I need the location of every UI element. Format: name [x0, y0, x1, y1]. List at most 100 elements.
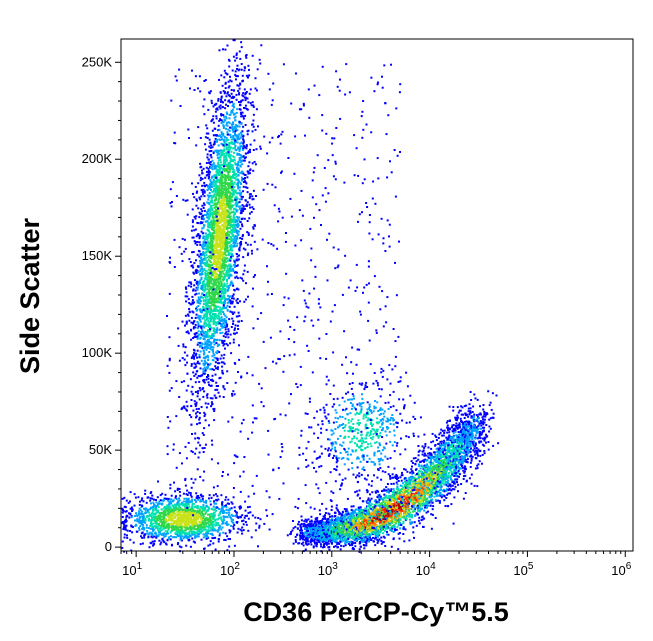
- event-point: [229, 333, 232, 336]
- event-point: [213, 272, 216, 275]
- event-point: [198, 416, 201, 419]
- event-point: [253, 160, 256, 163]
- event-point: [243, 69, 246, 72]
- event-point: [206, 284, 209, 286]
- event-point: [212, 266, 215, 269]
- event-point: [216, 230, 219, 233]
- event-point: [207, 381, 210, 384]
- event-point: [217, 540, 220, 543]
- event-point: [209, 221, 212, 224]
- event-point: [226, 232, 229, 234]
- event-point: [252, 189, 255, 192]
- event-point: [229, 205, 232, 208]
- event-point: [232, 338, 235, 341]
- event-point: [144, 518, 147, 520]
- event-point: [211, 241, 213, 243]
- event-point: [193, 284, 196, 287]
- event-point: [188, 513, 191, 516]
- event-point: [215, 284, 218, 287]
- event-point: [234, 190, 237, 193]
- event-point: [215, 281, 218, 284]
- event-point: [195, 408, 198, 411]
- event-point: [178, 503, 181, 506]
- event-point: [210, 280, 213, 283]
- event-point: [210, 181, 213, 184]
- event-point: [218, 517, 220, 520]
- event-point: [254, 87, 257, 90]
- event-point: [178, 514, 181, 516]
- event-point: [217, 144, 220, 147]
- event-point: [213, 278, 216, 281]
- event-point: [222, 335, 225, 338]
- event-point: [227, 230, 230, 233]
- event-point: [199, 367, 202, 370]
- event-point: [194, 316, 197, 319]
- event-point: [171, 504, 174, 507]
- event-point: [167, 537, 170, 540]
- event-point: [211, 355, 214, 358]
- event-point: [228, 142, 231, 145]
- event-point: [247, 101, 250, 104]
- event-point: [202, 202, 205, 205]
- event-point: [217, 274, 220, 277]
- event-point: [215, 278, 218, 281]
- event-point: [226, 535, 229, 538]
- event-point: [207, 250, 210, 253]
- event-point: [222, 223, 224, 226]
- event-point: [207, 187, 210, 190]
- event-point: [246, 270, 249, 273]
- event-point: [212, 238, 215, 241]
- event-point: [223, 263, 226, 266]
- event-point: [169, 522, 172, 525]
- event-point: [204, 367, 207, 370]
- event-point: [238, 101, 240, 103]
- event-point: [122, 528, 125, 530]
- event-point: [327, 413, 330, 416]
- event-point: [169, 511, 172, 514]
- event-point: [216, 278, 219, 281]
- event-point: [159, 529, 162, 532]
- event-point: [204, 258, 207, 261]
- event-point: [224, 186, 227, 189]
- event-point: [249, 88, 252, 91]
- event-point: [212, 294, 215, 297]
- event-point: [215, 190, 218, 193]
- event-point: [206, 288, 209, 291]
- event-point: [232, 189, 235, 192]
- event-point: [211, 532, 213, 535]
- event-point: [147, 509, 150, 511]
- event-point: [237, 328, 240, 330]
- event-point: [188, 258, 191, 261]
- event-point: [174, 522, 177, 525]
- event-point: [220, 74, 223, 77]
- event-point: [203, 191, 206, 194]
- event-point: [223, 273, 226, 276]
- event-point: [207, 513, 210, 516]
- event-point: [227, 301, 230, 304]
- event-point: [225, 506, 228, 509]
- event-point: [199, 296, 202, 299]
- event-point: [207, 108, 210, 111]
- event-point: [221, 263, 224, 266]
- event-point: [190, 521, 193, 524]
- event-point: [224, 324, 227, 327]
- event-point: [360, 473, 363, 476]
- event-point: [207, 343, 210, 346]
- event-point: [251, 234, 254, 237]
- event-point: [176, 527, 179, 530]
- event-point: [230, 183, 233, 186]
- event-point: [200, 524, 203, 527]
- event-point: [191, 264, 194, 267]
- event-point: [196, 512, 199, 515]
- event-point: [216, 224, 219, 226]
- event-point: [242, 273, 245, 276]
- event-point: [169, 531, 172, 534]
- event-point: [235, 229, 238, 232]
- event-point: [197, 283, 200, 286]
- event-point: [212, 329, 215, 332]
- event-point: [218, 534, 221, 537]
- event-point: [235, 195, 238, 198]
- event-point: [207, 347, 210, 349]
- event-point: [193, 336, 196, 338]
- event-point: [229, 538, 231, 540]
